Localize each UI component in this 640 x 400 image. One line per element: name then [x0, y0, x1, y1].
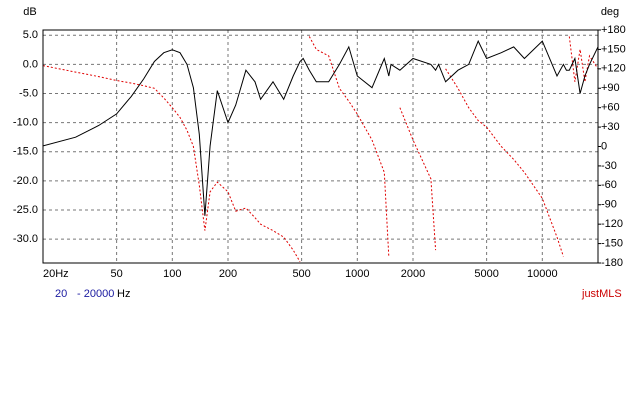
- range-end: - 20000: [77, 288, 114, 300]
- y-tick-label: -10.0: [13, 117, 38, 129]
- x-tick-label: 5000: [474, 268, 498, 280]
- x-tick-label: 100: [163, 268, 181, 280]
- y-tick-label: -15.0: [13, 146, 38, 158]
- y-axis-label: dB: [23, 6, 36, 18]
- x-tick-label: 200: [219, 268, 237, 280]
- phase-line: [43, 36, 598, 262]
- y2-tick-label: -30: [601, 160, 617, 172]
- magnitude-line: [43, 39, 598, 216]
- y2-tick-label: -180: [601, 257, 623, 269]
- x-tick-label: 500: [292, 268, 310, 280]
- x-tick-label: 2000: [401, 268, 425, 280]
- y2-axis-label: deg: [601, 6, 619, 18]
- y-tick-label: 5.0: [23, 29, 38, 41]
- y-tick-label: -25.0: [13, 204, 38, 216]
- brand: justMLS: [581, 288, 622, 300]
- y2-tick-label: -90: [601, 199, 617, 211]
- y2-tick-label: -120: [601, 218, 623, 230]
- y-tick-label: 0.0: [23, 58, 38, 70]
- y2-tick-label: -150: [601, 237, 623, 249]
- y-tick-label: -30.0: [13, 233, 38, 245]
- y2-tick-label: +30: [601, 121, 620, 133]
- x-tick-label: 10000: [527, 268, 558, 280]
- y-tick-label: -20.0: [13, 175, 38, 187]
- y2-tick-label: +150: [601, 43, 626, 55]
- y2-tick-label: 0: [601, 140, 607, 152]
- y2-tick-label: +120: [601, 63, 626, 75]
- range-start: 20: [55, 288, 67, 300]
- x-tick-label: 1000: [345, 268, 369, 280]
- y2-tick-label: +90: [601, 82, 620, 94]
- y2-tick-label: -60: [601, 179, 617, 191]
- y2-tick-label: +180: [601, 24, 626, 36]
- y2-tick-label: +60: [601, 102, 620, 114]
- x-tick-label: 20Hz: [43, 268, 69, 280]
- y-tick-label: -5.0: [19, 87, 38, 99]
- plot-border: [42, 29, 599, 264]
- range-unit: Hz: [117, 288, 130, 300]
- x-tick-label: 50: [110, 268, 122, 280]
